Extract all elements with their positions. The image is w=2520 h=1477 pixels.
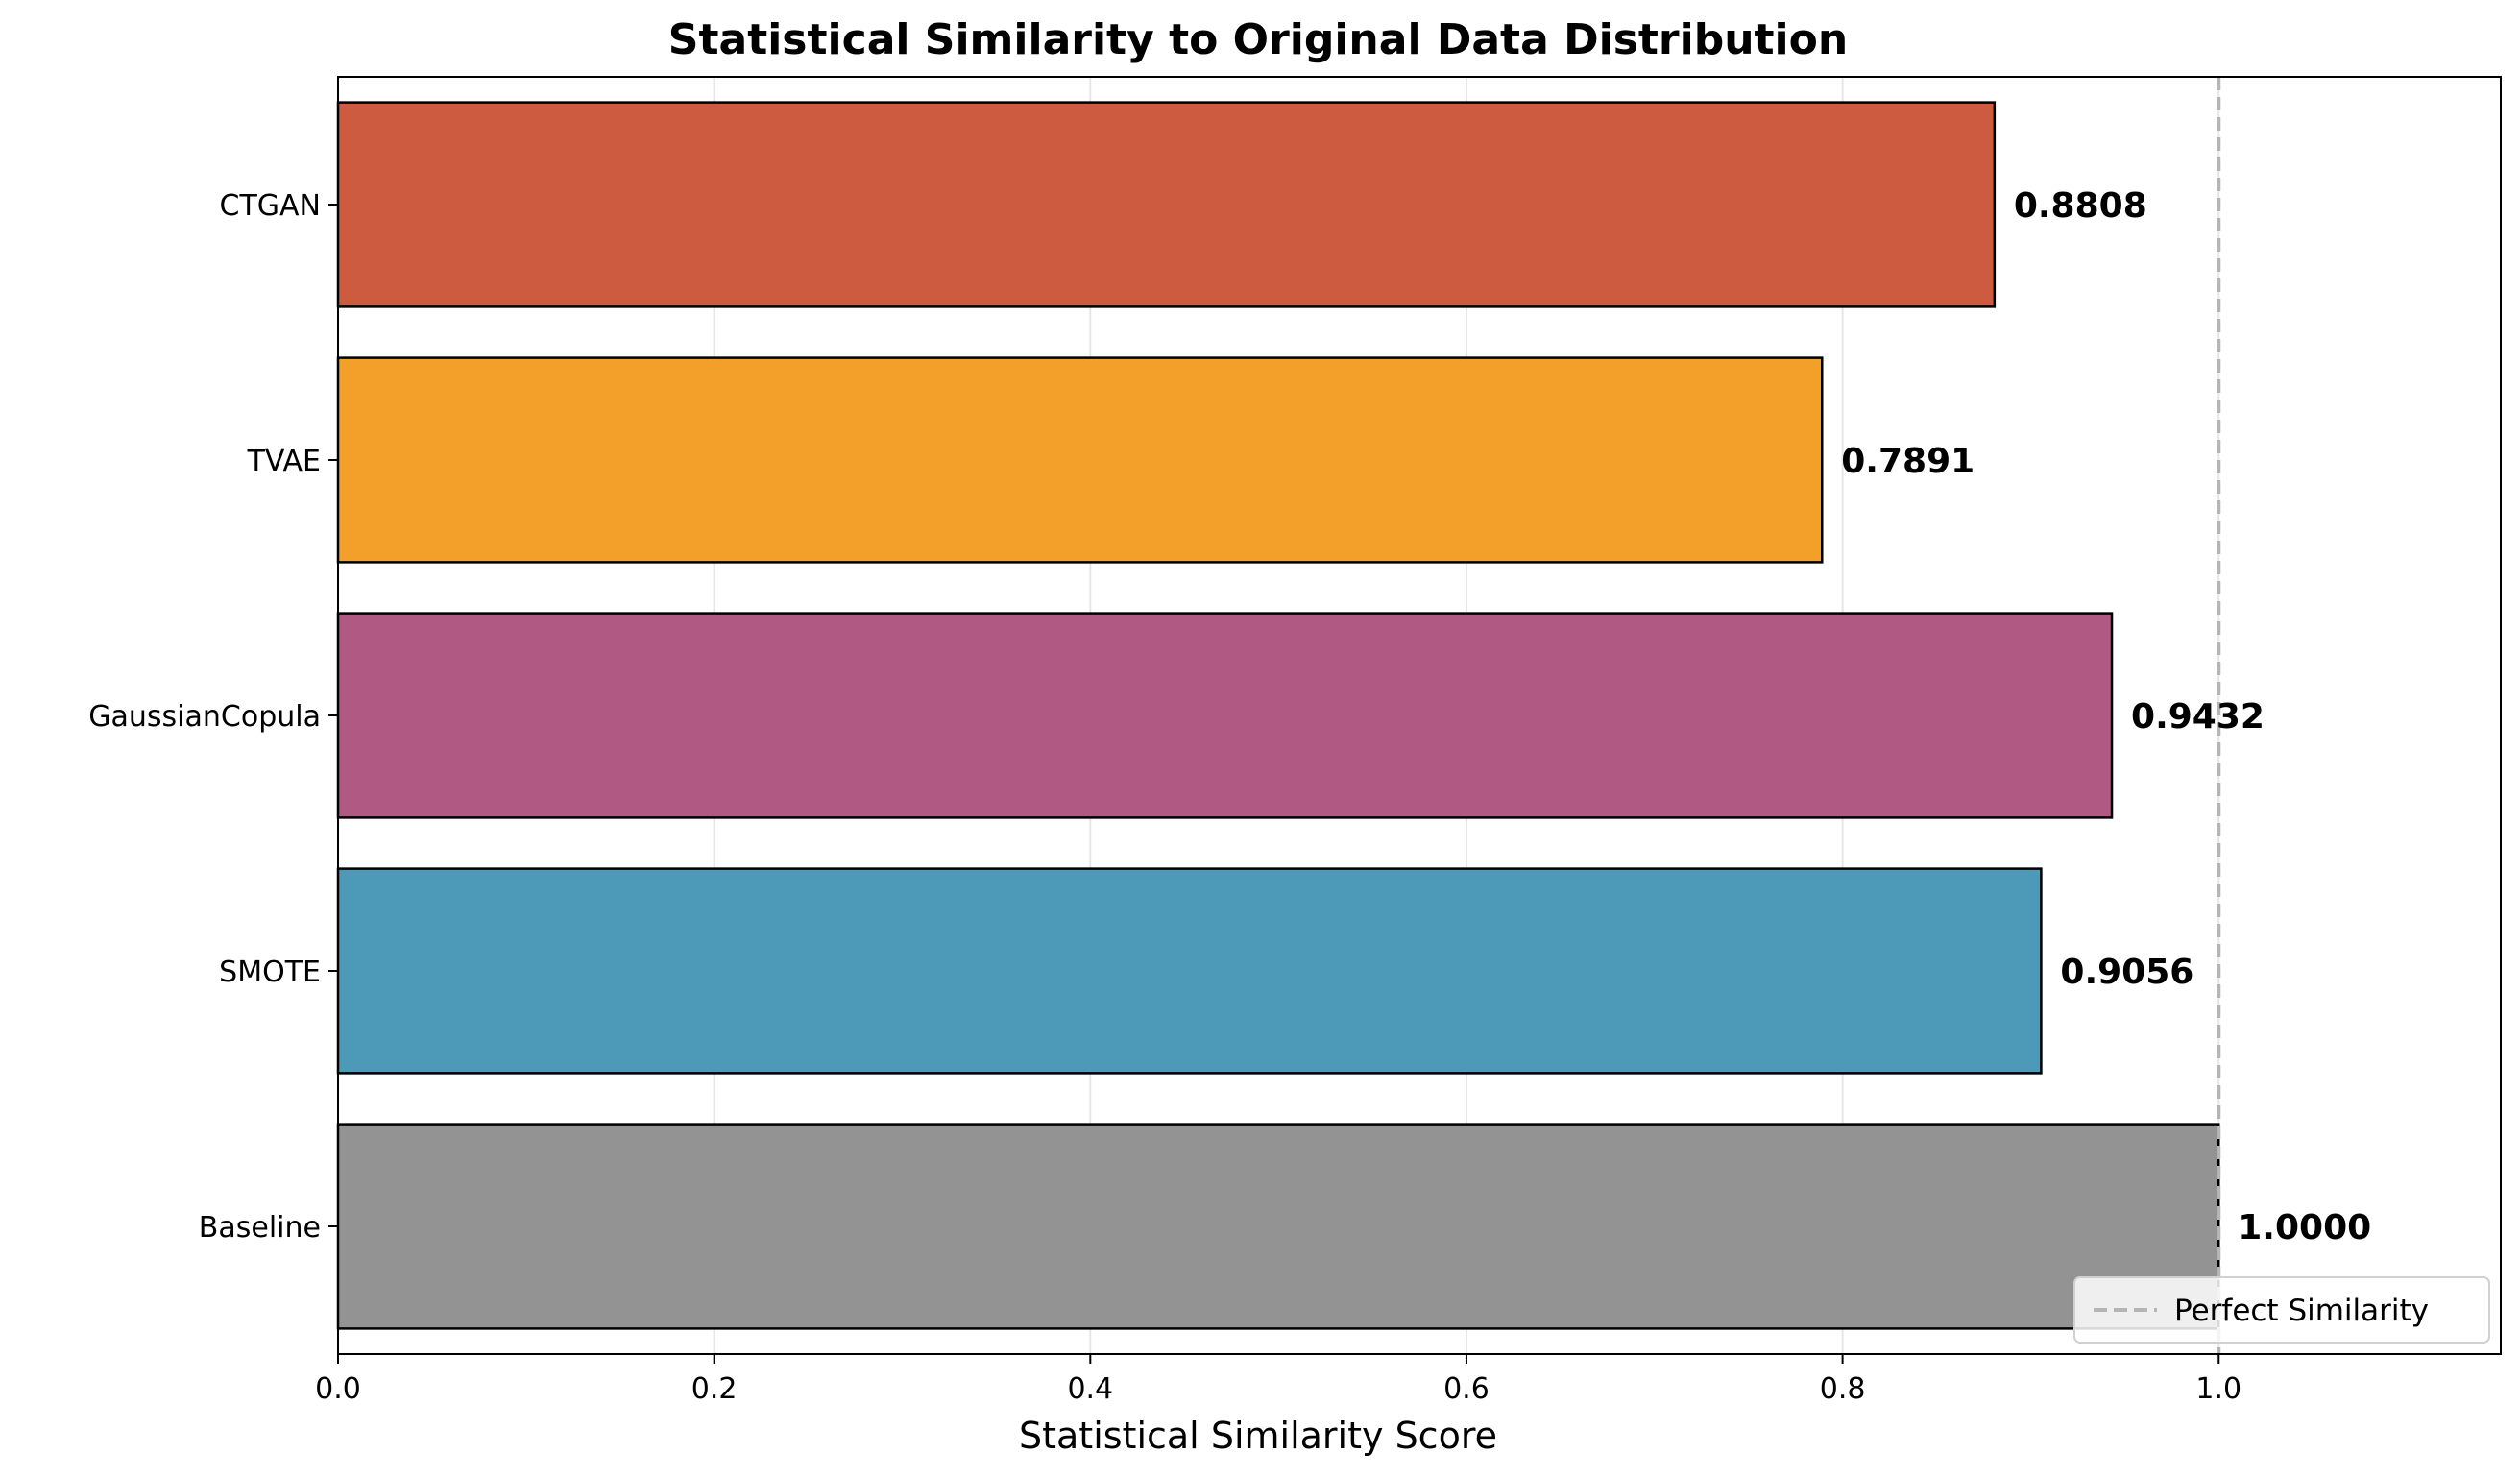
x-axis-label: Statistical Similarity Score	[1019, 1415, 1497, 1457]
x-axis-ticks: 0.0 0.2 0.4 0.6 0.8 1.0	[315, 1354, 2241, 1406]
data-labels: 0.8808 0.7891 0.9432 0.9056 1.0000	[1841, 186, 2371, 1247]
data-label-smote: 0.9056	[2060, 953, 2193, 992]
bars	[336, 101, 2220, 1330]
data-label-tvae: 0.7891	[1841, 442, 1975, 481]
x-tick-label: 0.0	[315, 1372, 361, 1406]
y-tick-label-tvae: TVAE	[247, 445, 321, 478]
x-tick-label: 0.4	[1067, 1372, 1113, 1406]
y-tick-label-baseline: Baseline	[199, 1211, 321, 1245]
y-tick-label-smote: SMOTE	[219, 956, 321, 989]
legend: Perfect Similarity	[2073, 1276, 2490, 1344]
bar-ctgan	[336, 101, 1997, 308]
legend-entry-perfect-similarity: Perfect Similarity	[2174, 1294, 2429, 1328]
x-tick-label: 1.0	[2195, 1372, 2241, 1406]
y-tick-label-ctgan: CTGAN	[220, 189, 321, 223]
x-tick-label: 0.6	[1443, 1372, 1490, 1406]
x-tick-label: 0.8	[1820, 1372, 1866, 1406]
bar-gaussiancopula	[336, 612, 2114, 819]
data-label-ctgan: 0.8808	[2014, 186, 2147, 226]
bar-smote	[336, 867, 2043, 1075]
x-tick-label: 0.2	[691, 1372, 738, 1406]
data-label-gaussiancopula: 0.9432	[2131, 697, 2265, 737]
y-tick-label-gaussiancopula: GaussianCopula	[88, 700, 321, 734]
bar-tvae	[336, 356, 1824, 564]
chart-title: Statistical Similarity to Original Data …	[668, 15, 1848, 64]
legend-box	[2073, 1276, 2490, 1344]
data-label-baseline: 1.0000	[2238, 1208, 2371, 1247]
y-axis-ticks: CTGAN TVAE GaussianCopula SMOTE Baseline	[88, 189, 338, 1245]
bar-baseline	[336, 1123, 2220, 1330]
